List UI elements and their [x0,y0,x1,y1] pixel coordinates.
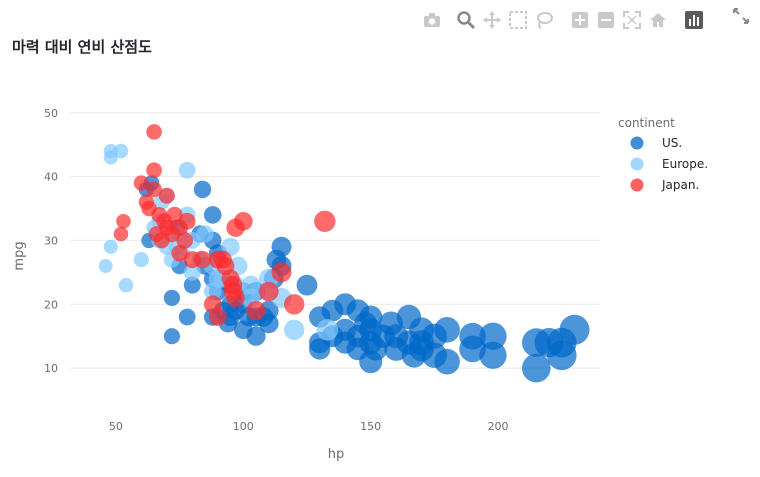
autoscale-icon[interactable] [622,10,642,30]
y-tick-label: 40 [44,171,58,184]
data-point[interactable] [133,252,149,268]
data-point[interactable] [163,289,180,306]
data-point[interactable] [113,143,129,159]
data-point[interactable] [271,262,292,283]
data-point[interactable] [284,319,305,340]
data-point[interactable] [479,341,507,369]
x-tick-label: 150 [360,420,381,433]
data-point[interactable] [146,162,162,178]
x-tick-label: 50 [109,420,123,433]
data-point[interactable] [316,319,339,341]
data-point[interactable] [171,244,188,262]
data-point[interactable] [178,212,196,230]
data-point[interactable] [183,263,201,281]
pan-icon[interactable] [482,10,502,30]
data-point[interactable] [193,180,212,199]
data-point[interactable] [203,206,222,224]
data-point[interactable] [116,214,131,229]
lasso-icon[interactable] [534,10,554,30]
data-point[interactable] [314,210,336,232]
data-point[interactable] [259,281,279,302]
data-point[interactable] [113,226,129,242]
data-point[interactable] [163,328,180,345]
y-tick-label: 30 [44,234,58,247]
data-point[interactable] [196,225,214,243]
chart-title: 마력 대비 연비 산점도 [12,38,152,56]
legend-marker [630,136,644,150]
data-point[interactable] [284,294,305,315]
data-point[interactable] [234,212,253,231]
data-point[interactable] [146,181,162,198]
data-point[interactable] [158,187,175,204]
box-select-icon[interactable] [508,10,528,30]
y-tick-label: 20 [44,298,58,311]
data-point[interactable] [409,330,434,355]
data-point[interactable] [271,236,292,257]
data-point[interactable] [118,277,134,293]
x-tick-label: 200 [488,420,509,433]
data-point[interactable] [246,326,266,346]
y-axis-title: mpg [12,241,27,270]
x-tick-label: 100 [233,420,254,433]
data-point[interactable] [178,308,196,326]
home-icon[interactable] [648,10,668,30]
data-point[interactable] [208,308,227,326]
legend-label[interactable]: US. [662,136,682,150]
data-point[interactable] [296,274,318,296]
legend-marker [630,178,644,192]
legend: continent US. Europe. Japan. [618,116,708,192]
data-point[interactable] [479,322,507,350]
zoom-in-icon[interactable] [570,10,590,30]
y-tick-label: 50 [44,107,58,120]
data-point[interactable] [176,232,193,249]
y-tick-label: 10 [44,362,58,375]
data-point[interactable] [98,259,113,273]
legend-marker [630,157,644,171]
data-point[interactable] [547,340,577,371]
data-points [98,124,590,383]
plotly-logo-icon[interactable] [684,10,704,30]
data-point[interactable] [146,124,162,140]
camera-icon[interactable] [422,10,442,30]
data-point[interactable] [459,335,486,363]
data-point[interactable] [178,161,196,179]
data-point[interactable] [183,276,201,294]
legend-label[interactable]: Europe. [662,157,708,171]
legend-label[interactable]: Japan. [661,178,699,192]
data-point[interactable] [246,301,266,321]
data-point[interactable] [133,175,149,191]
fullscreen-icon[interactable] [731,6,751,26]
legend-title: continent [618,116,675,130]
x-axis-title: hp [328,447,345,462]
data-point[interactable] [193,250,212,269]
data-point[interactable] [103,239,118,254]
zoom-out-icon[interactable] [596,10,616,30]
data-point[interactable] [434,348,460,375]
data-point[interactable] [384,324,409,349]
data-point[interactable] [559,314,590,345]
data-point[interactable] [346,337,370,361]
data-point[interactable] [226,288,245,308]
data-point[interactable] [166,206,183,224]
data-point[interactable] [309,338,331,360]
zoom-icon[interactable] [456,10,476,30]
data-point[interactable] [522,353,551,383]
data-point[interactable] [434,317,460,343]
axis-ticks: 10 20 30 40 50 50 100 150 200 [44,107,509,433]
